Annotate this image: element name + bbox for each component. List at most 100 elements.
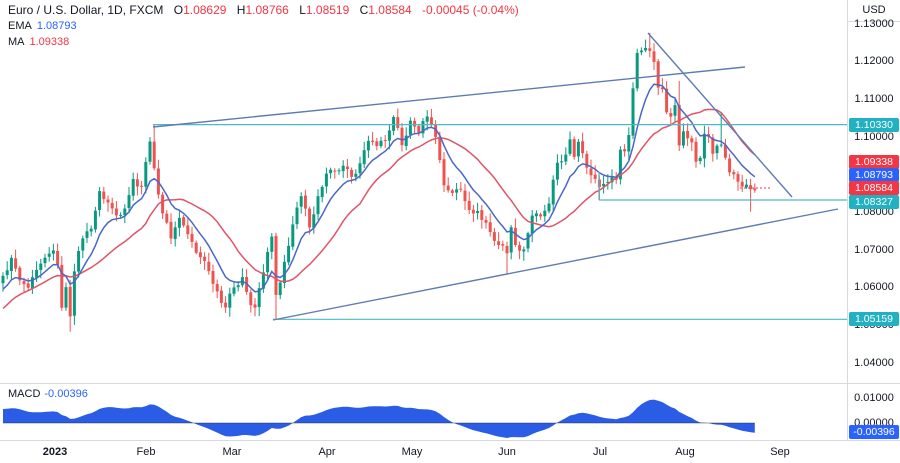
candle-body [446, 185, 450, 191]
candle-body [581, 141, 585, 154]
candle-body [505, 246, 509, 254]
price-badge: 1.10330 [849, 118, 899, 132]
macd-histogram-area [3, 399, 755, 438]
time-tick-feb: Feb [136, 446, 156, 458]
candle-body [354, 173, 358, 177]
ohlc-close: C1.08584 [359, 3, 412, 17]
trendline-1[interactable] [152, 66, 746, 128]
candle-body [182, 217, 186, 226]
candle-body [98, 191, 102, 210]
candle-body [501, 244, 505, 246]
pane-separator[interactable] [0, 383, 900, 384]
candle-body [203, 256, 207, 261]
candle-body [753, 188, 757, 191]
candle-body [287, 245, 291, 263]
candle-body [450, 190, 454, 193]
candle-body [648, 48, 652, 51]
candle-body [123, 208, 127, 215]
candle-body [417, 125, 421, 133]
candle-body [526, 233, 530, 249]
symbol-legend[interactable]: Euro / U.S. Dollar, 1D, FXCM O1.08629 H1… [8, 3, 519, 17]
ohlc-open: O1.08629 [173, 3, 227, 17]
ma-label: MA [8, 36, 25, 48]
candle-body [383, 140, 387, 141]
candle-body [93, 210, 97, 230]
candle-body [593, 174, 597, 179]
candle-body [316, 196, 320, 215]
candle-body [438, 136, 442, 160]
candle-body [266, 251, 270, 273]
candle-body [400, 127, 404, 146]
time-tick-aug: Aug [675, 446, 695, 458]
candle-body [102, 191, 106, 200]
price-badge: 1.08584 [849, 181, 899, 195]
candle-body [324, 173, 328, 187]
candle-body [652, 51, 656, 62]
macd-legend[interactable]: MACD -0.00396 [8, 388, 88, 400]
price-axis-separator [847, 0, 848, 440]
candle-body [488, 222, 492, 232]
candle-body [173, 227, 177, 240]
candle-body [606, 182, 610, 183]
price-tick: 1.12000 [854, 55, 894, 68]
price-tick: 1.13000 [854, 17, 894, 30]
candle-body [9, 257, 13, 271]
candle-body [106, 199, 110, 203]
ma-plot [2, 108, 756, 309]
candle-body [396, 117, 400, 128]
candle-body [686, 131, 690, 139]
candle-body [261, 272, 265, 289]
candle-body [702, 133, 706, 159]
candle-body [85, 231, 89, 238]
candle-body [110, 202, 114, 209]
candle-body [623, 149, 627, 152]
ema-legend[interactable]: EMA 1.08793 [8, 20, 77, 32]
candle-body [564, 154, 568, 162]
time-tick-mar: Mar [222, 446, 242, 458]
candle-body [228, 293, 232, 308]
ohlc-low: L1.08519 [299, 3, 350, 17]
price-tick: 1.06000 [854, 281, 894, 294]
candle-body [308, 208, 312, 228]
trendline-3[interactable] [272, 208, 839, 321]
candle-body [329, 169, 333, 174]
price-tick: 1.10000 [854, 130, 894, 143]
ohlc-high: H1.08766 [236, 3, 289, 17]
candle-body [232, 287, 236, 294]
candle-body [14, 258, 18, 269]
ema-value: 1.08793 [36, 20, 77, 32]
time-tick-sep: Sep [770, 446, 790, 458]
candle-body [303, 195, 307, 209]
candle-body [5, 270, 9, 276]
candle-body [660, 87, 664, 90]
candle-body [35, 269, 39, 278]
candle-body [442, 159, 446, 186]
candle-body [723, 145, 727, 158]
price-badge: 1.09338 [849, 155, 899, 169]
candle-body [690, 138, 694, 143]
candle-body [476, 211, 480, 214]
symbol-title[interactable]: Euro / U.S. Dollar, 1D, FXCM [8, 3, 164, 17]
price-badge: 1.08793 [849, 168, 899, 182]
candle-body [140, 185, 144, 187]
candle-body [681, 131, 685, 146]
candle-body [509, 227, 513, 253]
candle-body [22, 281, 26, 285]
candle-body [60, 264, 64, 308]
candle-body [513, 227, 517, 245]
candle-body [194, 242, 198, 253]
trendline-2[interactable] [647, 32, 793, 198]
candle-body [119, 214, 123, 216]
macd-label: MACD [8, 388, 41, 400]
candle-body [484, 220, 488, 223]
candle-body [497, 241, 501, 245]
candle-body [152, 141, 156, 169]
candle-body [459, 188, 463, 190]
ma-legend[interactable]: MA 1.09338 [8, 36, 69, 48]
candle-body [635, 52, 639, 89]
macd-value: -0.00396 [44, 388, 88, 400]
time-tick-apr: Apr [318, 446, 336, 458]
candle-body [161, 194, 165, 214]
